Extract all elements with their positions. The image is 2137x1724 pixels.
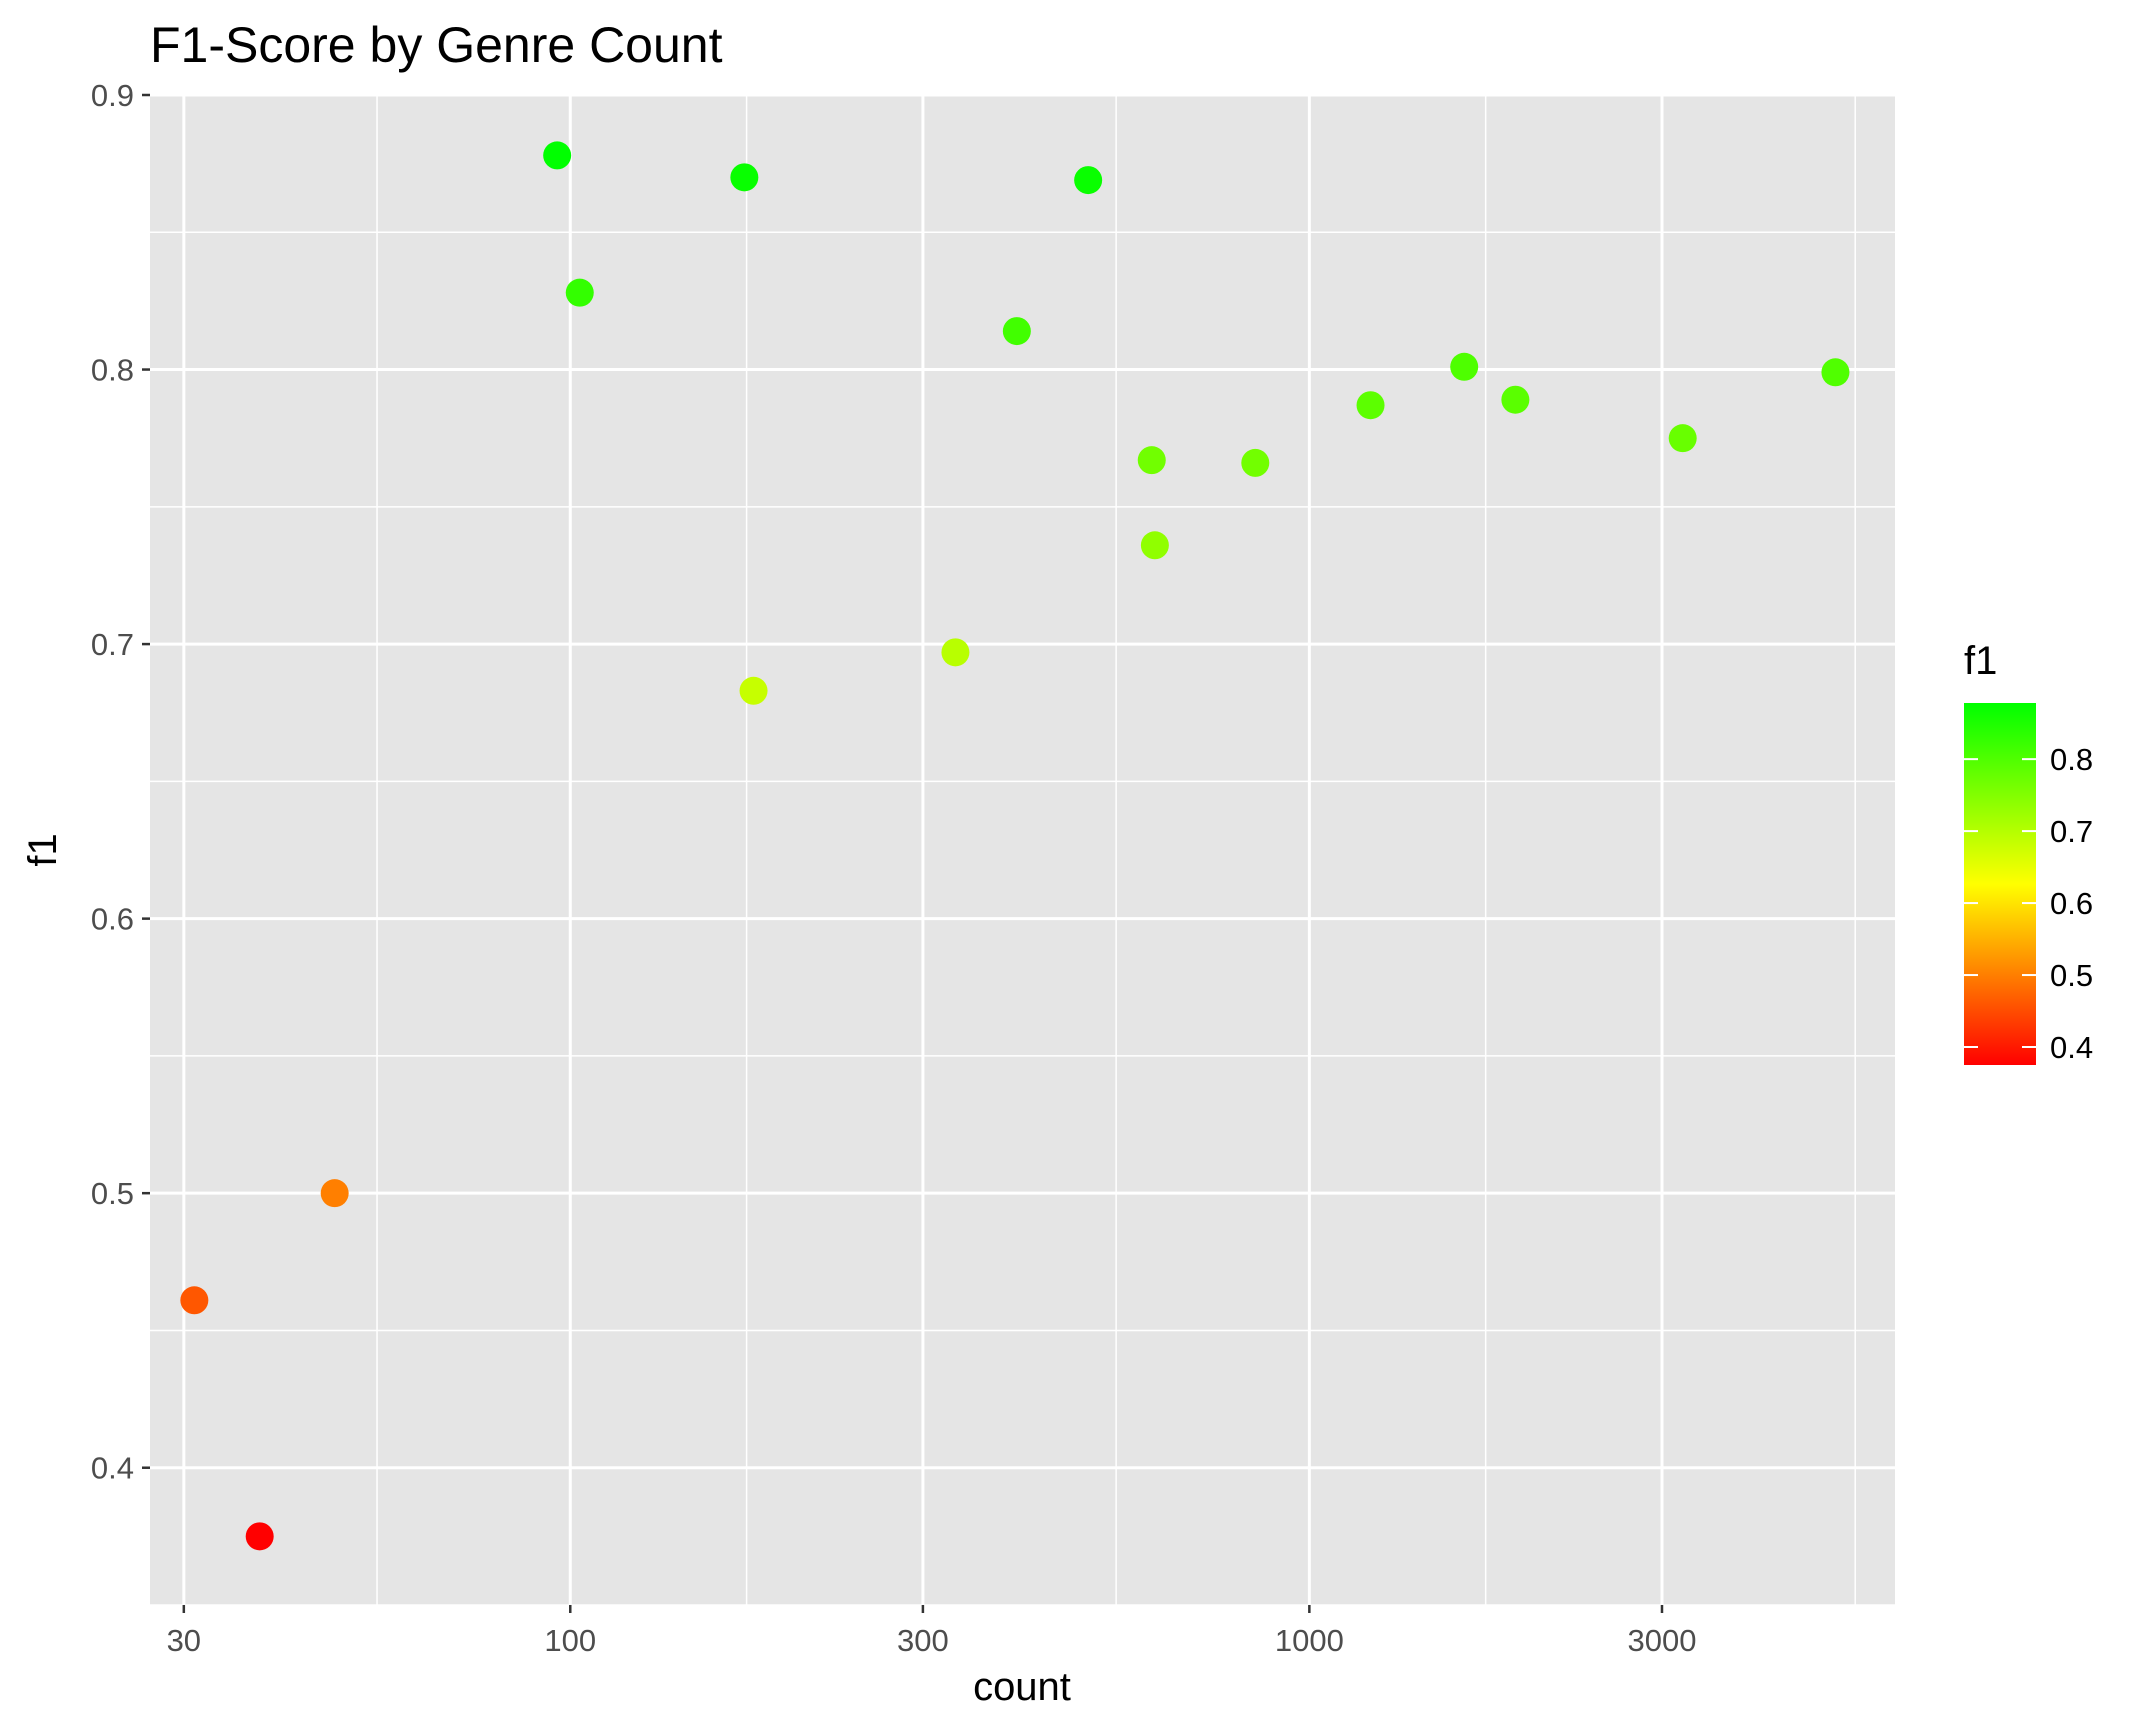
data-point	[1668, 424, 1697, 453]
y-tick-label: 0.6	[91, 902, 134, 937]
data-point	[1501, 385, 1530, 414]
plot-panel	[150, 95, 1895, 1605]
grid-major	[150, 93, 1895, 1605]
y-tick-label: 0.9	[91, 78, 134, 113]
y-tick-label: 0.4	[91, 1451, 134, 1486]
data-point	[941, 638, 970, 667]
data-point	[1356, 391, 1385, 420]
data-point	[320, 1179, 349, 1208]
data-point	[245, 1522, 274, 1551]
legend-label: 0.6	[2050, 886, 2093, 921]
legend-label: 0.7	[2050, 814, 2093, 849]
y-tick-label: 0.8	[91, 353, 134, 388]
x-tick-label: 3000	[1628, 1623, 1697, 1658]
y-axis: 0.4 0.5 0.6 0.7 0.8 0.9	[91, 78, 150, 1486]
data-point	[1074, 166, 1103, 195]
data-point	[730, 163, 759, 192]
legend-title: f1	[1964, 639, 1997, 683]
data-point	[739, 676, 768, 705]
legend-label: 0.5	[2050, 958, 2093, 993]
x-tick-label: 1000	[1275, 1623, 1344, 1658]
x-axis: 30 100 300 1000 3000	[167, 1605, 1697, 1658]
data-point	[1821, 358, 1850, 387]
color-legend: f1 0.4 0.5 0.6 0.7 0.8	[1964, 639, 2093, 1065]
data-points	[180, 141, 1850, 1551]
y-tick-label: 0.5	[91, 1176, 134, 1211]
chart-title: F1-Score by Genre Count	[150, 17, 723, 73]
y-axis-title: f1	[21, 833, 65, 866]
y-tick-label: 0.7	[91, 627, 134, 662]
data-point	[1450, 352, 1479, 381]
x-tick-label: 100	[544, 1623, 596, 1658]
x-tick-label: 300	[897, 1623, 949, 1658]
legend-label: 0.4	[2050, 1030, 2093, 1065]
data-point	[180, 1286, 209, 1315]
data-point	[1140, 531, 1169, 560]
data-point	[543, 141, 572, 170]
x-tick-label: 30	[167, 1623, 201, 1658]
legend-label: 0.8	[2050, 742, 2093, 777]
legend-colorbar	[1964, 703, 2036, 1065]
data-point	[1137, 446, 1166, 475]
x-axis-title: count	[973, 1665, 1071, 1709]
data-point	[565, 278, 594, 307]
grid-minor	[150, 95, 1895, 1606]
data-point	[1002, 317, 1031, 346]
data-point	[1241, 448, 1270, 477]
